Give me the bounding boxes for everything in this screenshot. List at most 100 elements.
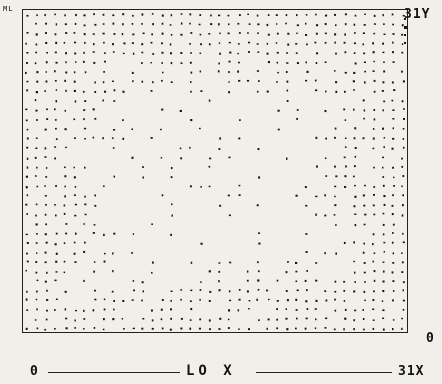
scatter-dot	[45, 80, 48, 83]
scatter-dot	[45, 61, 48, 64]
scatter-dot	[36, 279, 39, 282]
scatter-dot	[112, 80, 114, 82]
scatter-dot	[392, 290, 395, 292]
scatter-dot	[335, 224, 337, 226]
scatter-dot	[334, 298, 336, 301]
scatter-dot	[402, 146, 405, 149]
scatter-dot	[373, 23, 376, 25]
scatter-dot	[353, 241, 355, 244]
scatter-dot	[112, 22, 115, 25]
scatter-dot	[315, 32, 318, 35]
scatter-dot	[227, 32, 230, 35]
scatter-dot	[295, 327, 297, 330]
scatter-dot	[362, 137, 365, 140]
scatter-dot	[381, 90, 384, 92]
scatter-dot	[334, 290, 337, 293]
scatter-dot	[248, 51, 250, 53]
scatter-dot	[142, 290, 144, 293]
scatter-dot	[402, 14, 405, 17]
scatter-dot	[276, 327, 279, 330]
scatter-dot	[102, 13, 105, 16]
scatter-dot	[333, 70, 336, 72]
scatter-dot	[113, 89, 116, 92]
scatter-dot	[344, 90, 346, 93]
scatter-dot	[83, 109, 86, 111]
scatter-dot	[54, 204, 56, 206]
scatter-dot	[141, 51, 144, 54]
scatter-dot	[208, 33, 211, 35]
scatter-dot	[94, 23, 97, 26]
scatter-dot	[382, 280, 385, 283]
scatter-dot	[25, 269, 27, 272]
scatter-dot	[54, 146, 57, 148]
scatter-dot	[74, 22, 77, 25]
scatter-dot	[391, 241, 394, 244]
scatter-dot	[26, 128, 29, 131]
y-axis-max-label: 31Y	[404, 7, 431, 22]
scatter-dot	[229, 51, 232, 54]
scatter-dot	[161, 22, 164, 25]
scatter-dot	[363, 109, 366, 112]
scatter-dot	[305, 22, 307, 25]
scatter-dot	[35, 91, 38, 94]
scatter-dot	[344, 146, 347, 148]
scatter-dot	[161, 79, 163, 82]
scatter-dot	[324, 157, 327, 159]
scatter-dot	[372, 243, 374, 246]
scatter-dot	[258, 242, 261, 245]
scatter-dot	[92, 136, 95, 139]
scatter-dot	[152, 53, 155, 55]
scatter-dot	[83, 51, 85, 54]
scatter-dot	[334, 127, 337, 130]
scatter-dot	[180, 327, 183, 330]
scatter-dot	[113, 232, 116, 235]
scatter-dot	[112, 318, 115, 321]
scatter-dot	[257, 279, 260, 282]
scatter-dot	[286, 328, 289, 331]
scatter-dot	[102, 185, 105, 187]
scatter-dot	[248, 328, 250, 331]
scatter-dot	[44, 156, 47, 158]
scatter-dot	[44, 213, 47, 216]
scatter-dot	[382, 127, 384, 130]
scatter-dot	[36, 308, 38, 311]
scatter-dot	[161, 51, 164, 54]
scatter-dot	[324, 41, 327, 44]
scatter-dot	[83, 127, 87, 130]
scatter-dot	[152, 81, 154, 84]
scatter-dot	[324, 252, 326, 255]
scatter-dot	[189, 22, 191, 25]
scatter-dot	[401, 214, 404, 217]
scatter-dot	[218, 42, 221, 44]
scatter-dot	[266, 42, 269, 45]
scatter-dot	[162, 71, 164, 74]
scatter-dot	[55, 127, 57, 130]
scatter-dot	[402, 194, 404, 197]
scatter-dot	[315, 279, 318, 282]
scatter-dot	[152, 23, 154, 26]
scatter-dot	[325, 137, 327, 140]
scatter-dot	[335, 252, 337, 255]
scatter-dot	[353, 23, 356, 26]
scatter-dot	[112, 43, 114, 46]
scatter-dot	[248, 23, 251, 25]
scatter-dot	[383, 61, 385, 63]
scatter-dot	[169, 43, 172, 46]
scatter-dot	[353, 137, 356, 140]
scatter-dot	[266, 90, 269, 93]
scatter-dot	[160, 318, 163, 321]
scatter-dot	[373, 109, 376, 111]
scatter-dot	[402, 138, 405, 140]
scatter-dot	[246, 79, 250, 82]
scatter-dot	[363, 117, 365, 120]
scatter-dot	[354, 127, 357, 130]
scatter-dot	[26, 146, 29, 149]
scatter-dot	[334, 33, 337, 36]
scatter-dot	[45, 41, 48, 44]
scatter-dot	[122, 90, 125, 93]
scatter-dot	[382, 42, 384, 45]
scatter-dot	[354, 224, 357, 227]
scatter-dot	[256, 298, 258, 301]
scatter-dot	[75, 309, 77, 312]
scatter-dot	[55, 252, 58, 255]
